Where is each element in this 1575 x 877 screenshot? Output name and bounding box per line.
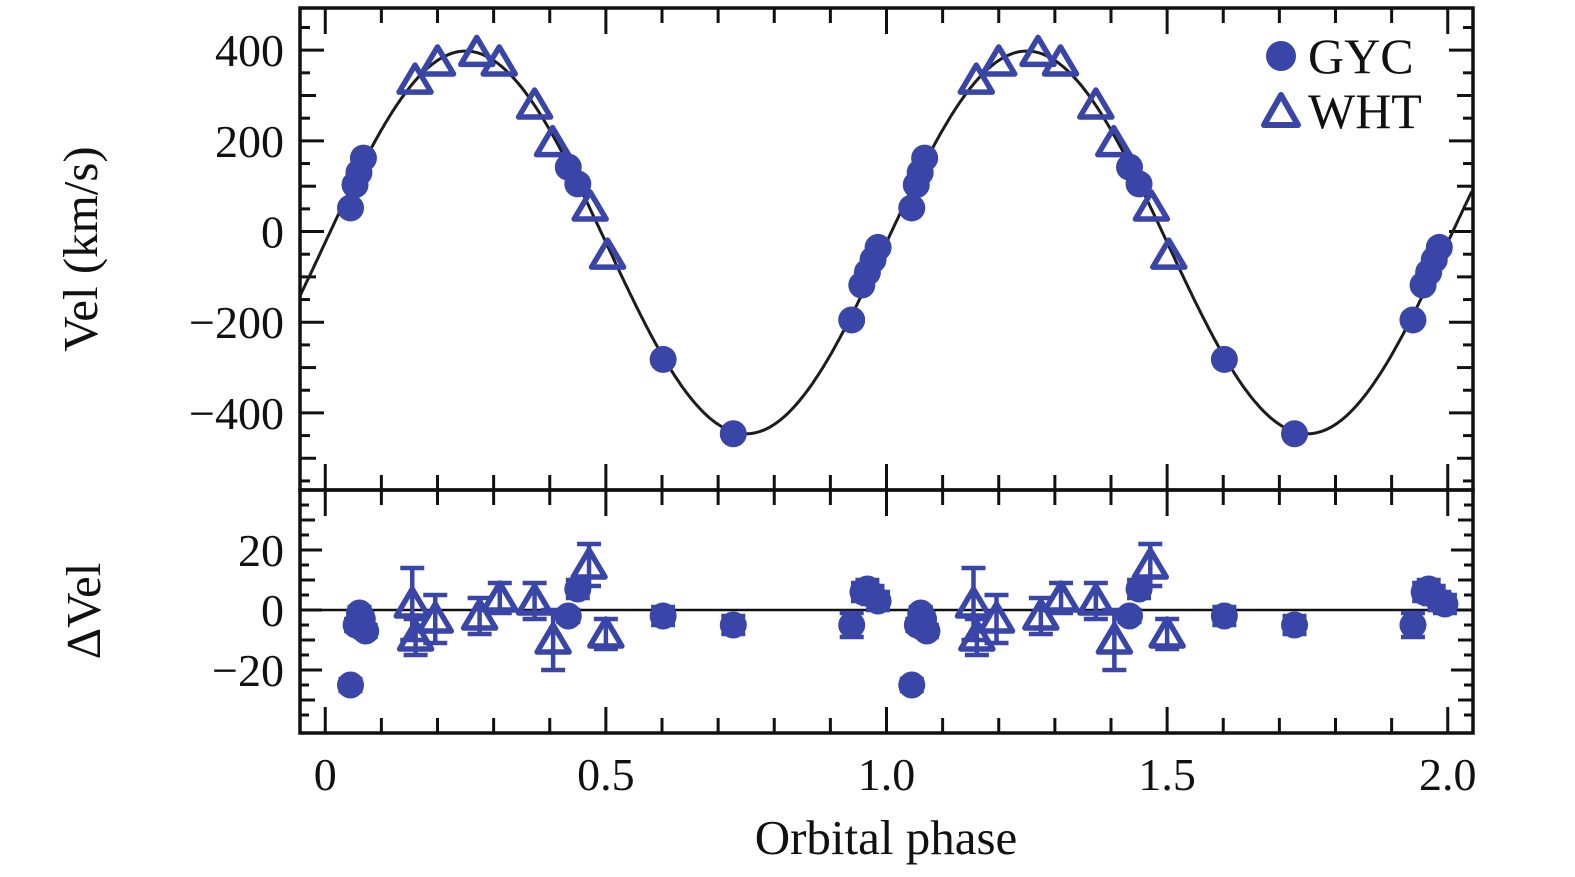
gyc-residual-point bbox=[564, 575, 592, 603]
gyc-residual-point bbox=[1125, 575, 1153, 603]
gyc-velocity-point bbox=[1281, 420, 1309, 448]
top-panel-y-tick-label: 400 bbox=[215, 25, 284, 76]
gyc-residual-point bbox=[1431, 590, 1459, 618]
x-tick-label: 1.5 bbox=[1138, 749, 1196, 800]
gyc-velocity-point bbox=[911, 144, 939, 172]
legend: GYC WHT bbox=[1261, 28, 1422, 139]
gyc-velocity-point bbox=[838, 306, 866, 334]
wht-residual-point bbox=[515, 583, 554, 616]
wht-residual-point bbox=[954, 586, 993, 619]
wht-residual-point bbox=[393, 586, 431, 619]
legend-gyc-label: GYC bbox=[1308, 28, 1414, 84]
gyc-velocity-point bbox=[649, 345, 677, 373]
gyc-residual-point bbox=[554, 602, 582, 630]
gyc-velocity-point bbox=[719, 420, 747, 448]
wht-velocity-point bbox=[1077, 87, 1115, 120]
gyc-residual-point bbox=[1116, 602, 1144, 630]
gyc-residual-point bbox=[719, 611, 747, 639]
wht-velocity-point bbox=[957, 62, 996, 95]
wht-residual-point bbox=[1148, 616, 1186, 649]
wht-residual-point bbox=[1042, 580, 1080, 613]
gyc-velocity-point bbox=[1210, 345, 1238, 373]
bottom-panel-y-tick-label: −20 bbox=[212, 645, 284, 696]
wht-velocity-point bbox=[1095, 124, 1133, 158]
gyc-residual-point bbox=[649, 602, 677, 630]
bottom-panel-y-axis-label: ΔVel bbox=[56, 563, 111, 660]
velocity-points-layer bbox=[337, 34, 1453, 448]
gyc-residual-point bbox=[898, 671, 926, 699]
bottom-panel-y-tick-label: 20 bbox=[238, 525, 284, 576]
wht-residual-point bbox=[977, 601, 1016, 634]
gyc-velocity-point bbox=[564, 170, 592, 198]
legend-wht-label: WHT bbox=[1308, 83, 1422, 139]
gyc-residual-point bbox=[352, 617, 380, 645]
wht-velocity-point bbox=[979, 44, 1018, 77]
wht-velocity-point bbox=[480, 44, 518, 77]
wht-velocity-point bbox=[396, 62, 434, 95]
gyc-residual-point bbox=[1281, 611, 1309, 639]
wht-velocity-point bbox=[1132, 189, 1171, 222]
panel-frames-layer bbox=[298, 6, 1475, 735]
wht-velocity-point bbox=[533, 124, 572, 158]
gyc-velocity-point bbox=[898, 194, 926, 222]
wht-residual-point bbox=[416, 601, 455, 634]
gyc-residual-point bbox=[1210, 602, 1238, 630]
wht-residual-point bbox=[587, 616, 625, 649]
x-tick-label: 0 bbox=[314, 749, 337, 800]
top-panel-y-tick-label: 0 bbox=[261, 207, 284, 258]
wht-residual-point bbox=[396, 619, 435, 652]
wht-velocity-point bbox=[1041, 44, 1080, 77]
gyc-velocity-point bbox=[1425, 233, 1453, 261]
wht-residual-point bbox=[534, 622, 572, 655]
legend-wht-marker-icon bbox=[1261, 92, 1301, 128]
gyc-velocity-point bbox=[1125, 170, 1153, 198]
wht-residual-point bbox=[1131, 547, 1170, 580]
gyc-velocity-point bbox=[1399, 306, 1427, 334]
bottom-panel-y-tick-label: 0 bbox=[261, 585, 284, 636]
wht-residual-point bbox=[1095, 622, 1134, 655]
top-panel-y-tick-label: 200 bbox=[215, 116, 284, 167]
wht-residual-point bbox=[1022, 598, 1060, 631]
wht-residual-point bbox=[958, 619, 996, 652]
wht-residual-point bbox=[481, 580, 519, 613]
top-panel-y-axis-label: Vel (km/s) bbox=[53, 146, 108, 352]
top-panel-y-tick-label: −200 bbox=[189, 297, 284, 348]
gyc-residual-point bbox=[864, 587, 892, 615]
gyc-velocity-point bbox=[864, 233, 892, 261]
wht-residual-point bbox=[460, 598, 499, 631]
fit-curve-layer bbox=[298, 49, 1474, 612]
wht-velocity-point bbox=[588, 237, 627, 270]
wht-velocity-point bbox=[571, 189, 609, 222]
x-tick-label: 1.0 bbox=[858, 749, 916, 800]
x-tick-label: 2.0 bbox=[1419, 749, 1477, 800]
wht-velocity-point bbox=[515, 87, 554, 120]
wht-velocity-point bbox=[1019, 34, 1057, 68]
gyc-residual-point bbox=[913, 617, 941, 645]
bottom-panel-frame bbox=[298, 488, 1475, 735]
top-panel-y-tick-label: −400 bbox=[189, 388, 284, 439]
residual-points-layer bbox=[337, 541, 1459, 699]
x-tick-label: 0.5 bbox=[577, 749, 635, 800]
gyc-residual-point bbox=[838, 611, 866, 639]
gyc-residual-point bbox=[337, 671, 365, 699]
axis-ticks-layer bbox=[300, 8, 1473, 733]
wht-residual-point bbox=[1077, 583, 1115, 616]
wht-residual-point bbox=[570, 547, 608, 580]
gyc-velocity-point bbox=[337, 194, 365, 222]
wht-velocity-point bbox=[458, 34, 496, 68]
x-axis-label: Orbital phase bbox=[755, 810, 1018, 865]
wht-velocity-point bbox=[1150, 237, 1188, 270]
gyc-residual-point bbox=[1399, 611, 1427, 639]
wht-velocity-point bbox=[418, 44, 457, 77]
gyc-velocity-point bbox=[349, 144, 377, 172]
legend-gyc-marker-icon bbox=[1266, 41, 1296, 71]
